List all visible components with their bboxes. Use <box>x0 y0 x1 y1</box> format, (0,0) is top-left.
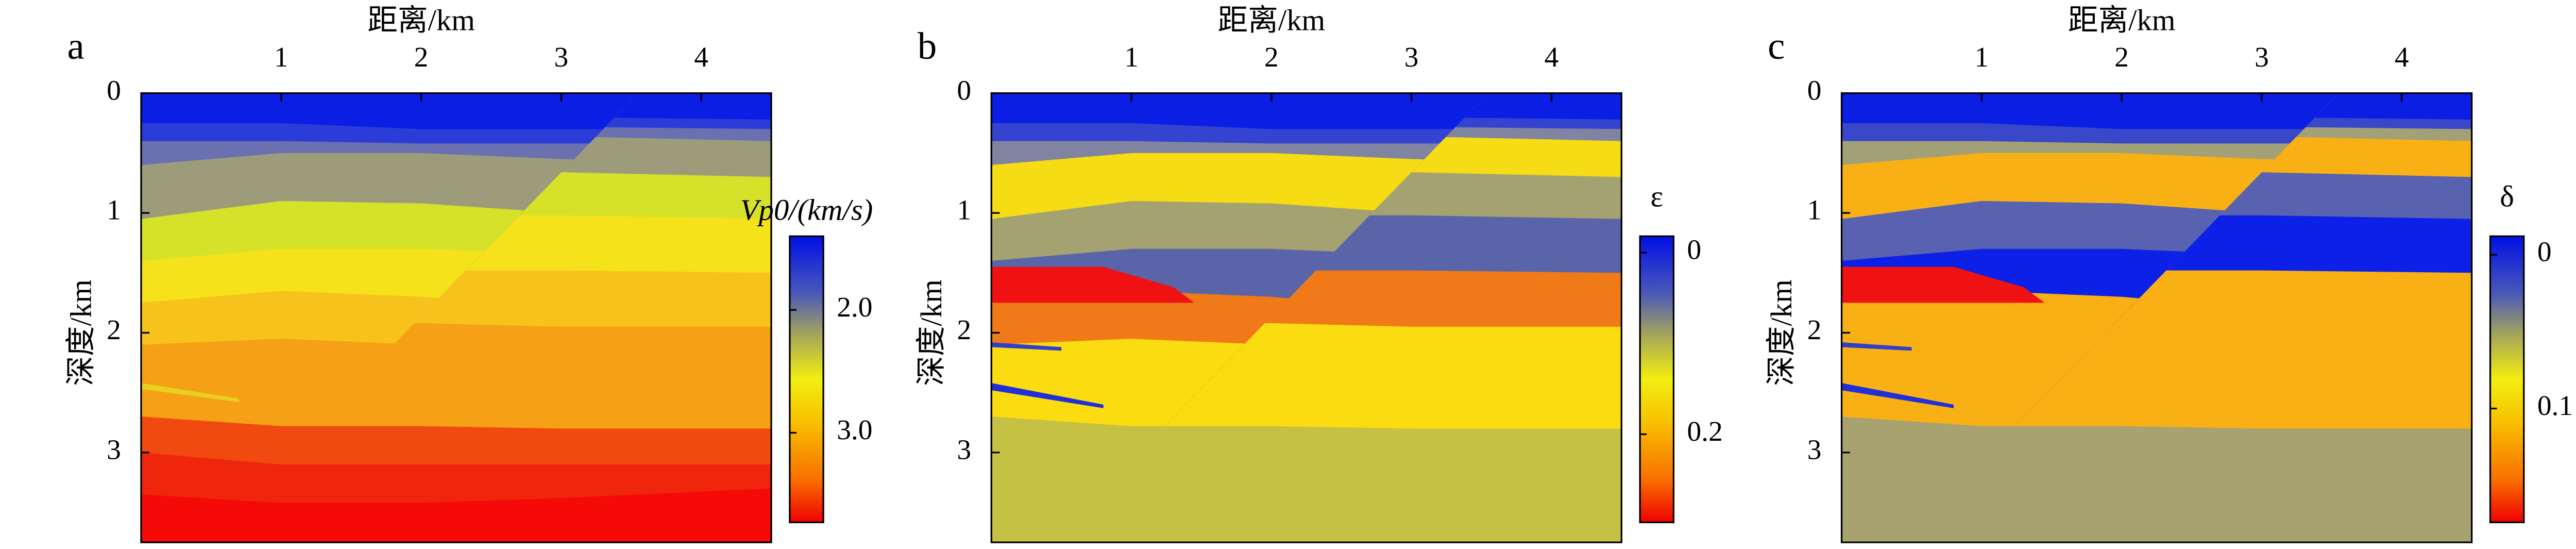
colorbar <box>789 235 824 523</box>
x-tick-label: 3 <box>2255 41 2269 73</box>
colorbar-tick-label: 0.1 <box>2537 390 2573 421</box>
layer <box>141 488 772 543</box>
y-tick-label: 2 <box>107 314 121 345</box>
y-tick-label: 2 <box>1807 314 1822 345</box>
y-tick-label: 0 <box>1807 75 1822 106</box>
colorbar-tick-label: 0.2 <box>1687 415 1723 447</box>
panel-label: b <box>918 25 937 68</box>
panel-label: c <box>1768 25 1785 68</box>
deep-block <box>991 267 1622 543</box>
y-tick-label: 1 <box>107 194 121 226</box>
x-axis-label: 距离/km <box>2068 4 2176 37</box>
y-tick-label: 2 <box>957 314 971 345</box>
x-tick-label: 2 <box>2114 41 2129 73</box>
y-tick-label: 3 <box>1807 434 1822 465</box>
y-axis-label: 深度/km <box>1765 279 1798 386</box>
layer <box>1841 383 1954 408</box>
y-tick-label: 3 <box>957 434 971 465</box>
plot-frame <box>990 92 1622 543</box>
x-tick-label: 2 <box>1264 41 1279 73</box>
layer <box>991 488 1622 543</box>
layer <box>991 342 1062 351</box>
x-axis-label: 距离/km <box>1218 4 1326 37</box>
layer <box>991 383 1104 408</box>
y-tick-label: 0 <box>107 75 121 106</box>
colorbar <box>1639 235 1675 523</box>
layer <box>1841 488 2472 543</box>
colorbar-label: ε <box>1651 180 1664 213</box>
panel-label: a <box>67 25 84 68</box>
x-axis-label: 距离/km <box>367 4 475 37</box>
x-tick-label: 1 <box>274 41 289 73</box>
colorbar <box>2489 235 2525 523</box>
deep-block <box>1841 267 2472 543</box>
layer <box>141 383 240 403</box>
layer <box>1841 342 1912 351</box>
panel: a 距离/km 深度/km 1 2 3 4 0 1 2 3 Vp0/(km/s) 2.0 3.0 <box>64 4 873 543</box>
colorbar-label: δ <box>2500 180 2514 213</box>
y-tick-label: 1 <box>957 194 971 226</box>
x-tick-label: 3 <box>1404 41 1419 73</box>
x-tick-label: 2 <box>414 41 429 73</box>
y-axis-label: 深度/km <box>64 279 97 386</box>
x-tick-label: 4 <box>1545 41 1559 73</box>
plot-frame <box>140 92 772 543</box>
x-tick-label: 1 <box>1975 41 1989 73</box>
x-tick-label: 3 <box>554 41 568 73</box>
layer <box>1841 267 2045 303</box>
colorbar-tick-label: 0 <box>2537 236 2552 268</box>
x-tick-label: 4 <box>2395 41 2409 73</box>
colorbar-label: Vp0/(km/s) <box>740 193 873 227</box>
y-tick-label: 0 <box>957 75 971 106</box>
x-tick-label: 4 <box>694 41 708 73</box>
y-tick-label: 3 <box>107 434 121 465</box>
plot-frame <box>1840 92 2473 543</box>
layer <box>991 267 1195 303</box>
colorbar-tick-label: 3.0 <box>837 414 872 445</box>
colorbar-tick-label: 2.0 <box>837 291 872 323</box>
y-tick-label: 1 <box>1807 194 1822 226</box>
x-tick-label: 1 <box>1124 41 1139 73</box>
deep-block <box>141 383 772 543</box>
colorbar-tick-label: 0 <box>1687 234 1702 265</box>
y-axis-label: 深度/km <box>914 279 948 386</box>
